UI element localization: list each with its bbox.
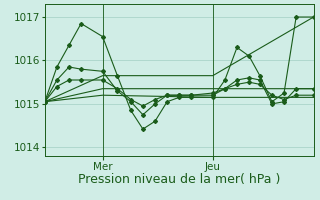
X-axis label: Pression niveau de la mer( hPa ): Pression niveau de la mer( hPa ) bbox=[78, 173, 280, 186]
